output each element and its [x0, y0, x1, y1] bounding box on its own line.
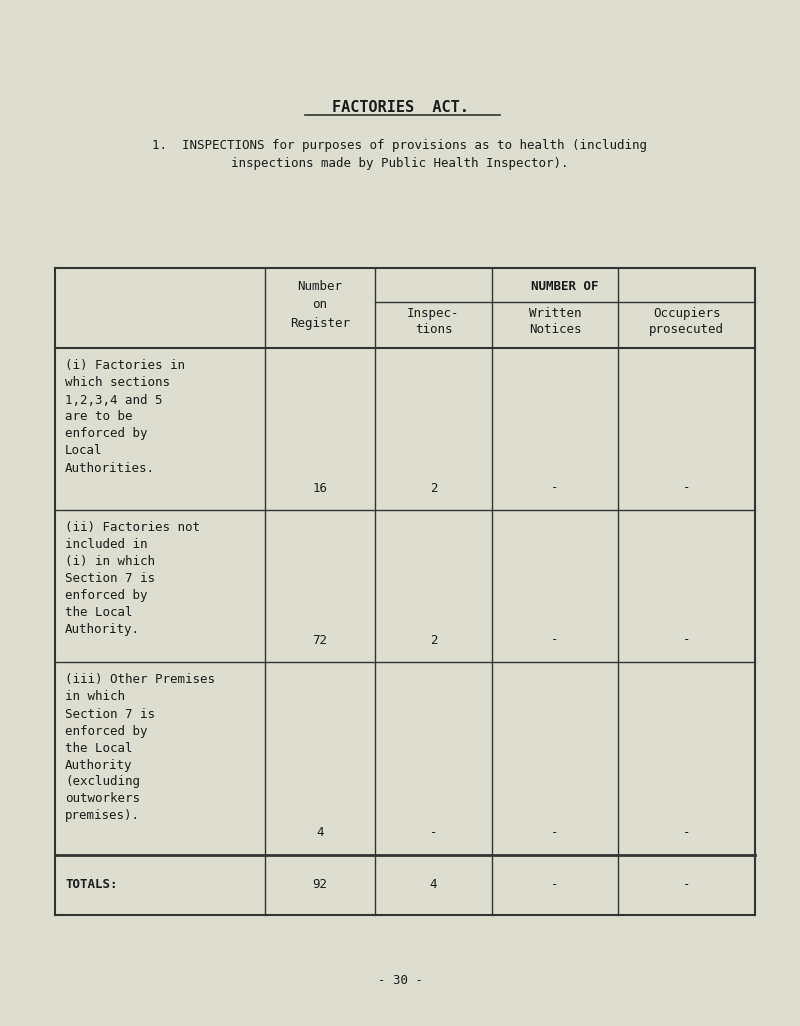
Text: Authorities.: Authorities.	[65, 462, 155, 474]
Text: Inspec-: Inspec-	[407, 307, 460, 320]
Text: -: -	[551, 633, 558, 646]
Text: 2: 2	[430, 633, 438, 646]
Text: Notices: Notices	[529, 323, 582, 337]
Text: (excluding: (excluding	[65, 776, 140, 789]
Text: Written: Written	[529, 307, 582, 320]
Text: -: -	[682, 633, 690, 646]
Text: Number: Number	[298, 279, 342, 292]
Text: Authority.: Authority.	[65, 624, 140, 636]
Text: -: -	[551, 878, 558, 892]
Text: Authority: Authority	[65, 758, 133, 772]
Text: the Local: the Local	[65, 742, 133, 754]
Text: 92: 92	[313, 878, 327, 892]
Text: (i) Factories in: (i) Factories in	[65, 359, 185, 372]
Text: premises).: premises).	[65, 810, 140, 823]
Text: Local: Local	[65, 444, 102, 458]
Text: outworkers: outworkers	[65, 792, 140, 805]
Text: which sections: which sections	[65, 377, 170, 390]
Text: are to be: are to be	[65, 410, 133, 424]
Text: FACTORIES  ACT.: FACTORIES ACT.	[331, 100, 469, 115]
Text: in which: in which	[65, 690, 125, 704]
Text: Register: Register	[290, 317, 350, 330]
Text: Section 7 is: Section 7 is	[65, 708, 155, 720]
Text: 4: 4	[430, 878, 438, 892]
Text: inspections made by Public Health Inspector).: inspections made by Public Health Inspec…	[231, 157, 569, 169]
Text: TOTALS:: TOTALS:	[65, 878, 118, 892]
Text: -: -	[551, 481, 558, 495]
Text: enforced by: enforced by	[65, 724, 147, 738]
Text: enforced by: enforced by	[65, 428, 147, 440]
Text: 1,2,3,4 and 5: 1,2,3,4 and 5	[65, 394, 162, 406]
Text: tions: tions	[414, 323, 452, 337]
Text: (iii) Other Premises: (iii) Other Premises	[65, 673, 215, 686]
Text: included in: included in	[65, 539, 147, 552]
Text: -: -	[551, 827, 558, 839]
Text: 72: 72	[313, 633, 327, 646]
Text: -: -	[682, 827, 690, 839]
Text: -: -	[430, 827, 438, 839]
Text: 2: 2	[430, 481, 438, 495]
Text: 4: 4	[316, 827, 324, 839]
Text: 16: 16	[313, 481, 327, 495]
Text: -: -	[682, 878, 690, 892]
Text: -: -	[682, 481, 690, 495]
Text: - 30 -: - 30 -	[378, 974, 422, 987]
Text: (ii) Factories not: (ii) Factories not	[65, 521, 200, 535]
Text: (i) in which: (i) in which	[65, 555, 155, 568]
Text: enforced by: enforced by	[65, 590, 147, 602]
Text: NUMBER OF: NUMBER OF	[531, 279, 598, 292]
Text: on: on	[313, 298, 327, 311]
Text: Occupiers: Occupiers	[653, 307, 720, 320]
Text: 1.  INSPECTIONS for purposes of provisions as to health (including: 1. INSPECTIONS for purposes of provision…	[153, 139, 647, 152]
Text: prosecuted: prosecuted	[649, 323, 724, 337]
Text: the Local: the Local	[65, 606, 133, 620]
Text: Section 7 is: Section 7 is	[65, 573, 155, 586]
